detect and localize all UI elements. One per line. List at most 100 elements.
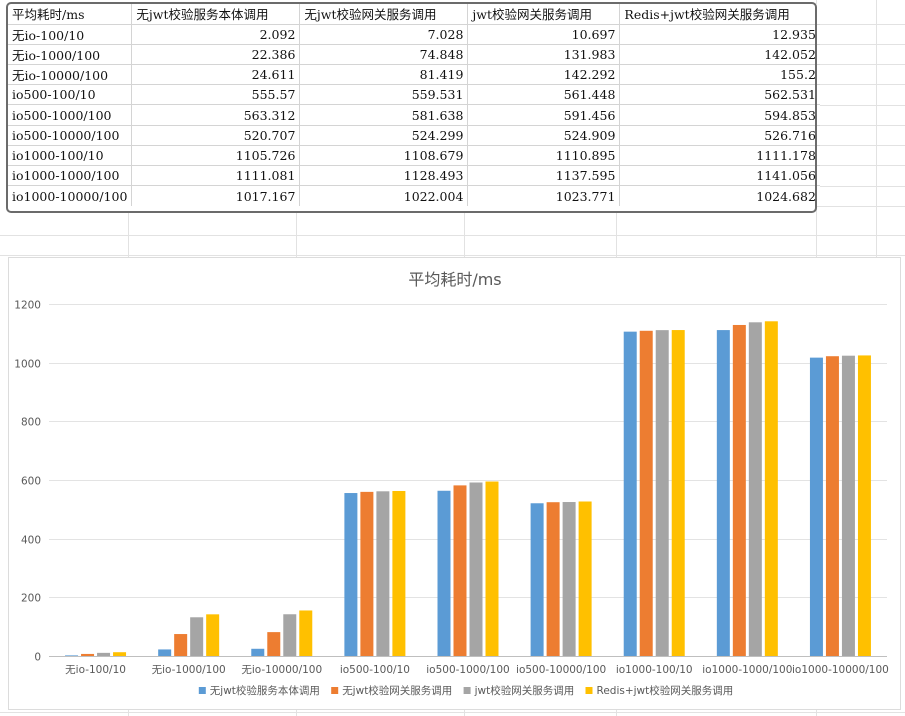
row-label-cell[interactable]: io500-1000/100 bbox=[8, 104, 133, 126]
value-cell[interactable]: 594.853 bbox=[619, 104, 820, 126]
bar[interactable] bbox=[174, 634, 188, 656]
value-cell[interactable]: 524.909 bbox=[467, 125, 621, 146]
table-row: io1000-100/10 1105.726 1108.679 1110.895… bbox=[8, 145, 820, 167]
bar[interactable] bbox=[825, 356, 839, 656]
bar[interactable] bbox=[857, 355, 871, 656]
value-cell[interactable]: 12.935 bbox=[619, 24, 820, 45]
header-cell[interactable]: 平均耗时/ms bbox=[8, 4, 133, 25]
value-cell[interactable]: 559.531 bbox=[299, 84, 469, 106]
legend-swatch bbox=[463, 687, 471, 694]
value-cell[interactable]: 1110.895 bbox=[467, 145, 621, 167]
value-cell[interactable]: 1108.679 bbox=[299, 145, 469, 167]
bar[interactable] bbox=[206, 614, 220, 656]
bar[interactable] bbox=[732, 324, 746, 656]
bar[interactable] bbox=[376, 491, 390, 656]
row-label-cell[interactable]: 无io-1000/100 bbox=[8, 44, 133, 66]
bar[interactable] bbox=[469, 482, 483, 656]
legend-entry[interactable]: 无jwt校验服务本体调用 bbox=[210, 684, 320, 697]
value-cell[interactable]: 131.983 bbox=[467, 44, 621, 66]
row-label-cell[interactable]: io1000-100/10 bbox=[8, 145, 133, 167]
table-row: 无io-10000/100 24.611 81.419 142.292 155.… bbox=[8, 64, 820, 86]
value-cell[interactable]: 2.092 bbox=[131, 24, 301, 45]
value-cell[interactable]: 555.57 bbox=[131, 84, 301, 106]
value-cell[interactable]: 591.456 bbox=[467, 104, 621, 126]
value-cell[interactable]: 142.052 bbox=[619, 44, 820, 66]
row-label-cell[interactable]: io1000-1000/100 bbox=[8, 165, 133, 187]
header-cell[interactable]: Redis+jwt校验网关服务调用 bbox=[619, 4, 820, 25]
value-cell[interactable]: 562.531 bbox=[619, 84, 820, 106]
bar[interactable] bbox=[299, 610, 313, 656]
legend-entry[interactable]: Redis+jwt校验网关服务调用 bbox=[597, 684, 734, 697]
bar[interactable] bbox=[639, 330, 653, 656]
value-cell[interactable]: 563.312 bbox=[131, 104, 301, 126]
row-label-cell[interactable]: 无io-10000/100 bbox=[8, 64, 133, 86]
value-cell[interactable]: 581.638 bbox=[299, 104, 469, 126]
value-cell[interactable]: 7.028 bbox=[299, 24, 469, 45]
bar[interactable] bbox=[283, 614, 297, 656]
bar[interactable] bbox=[392, 490, 406, 656]
value-cell[interactable]: 10.697 bbox=[467, 24, 621, 45]
bar[interactable] bbox=[267, 632, 281, 656]
bar[interactable] bbox=[809, 357, 823, 656]
chart-canvas: 0 200 400 600 800 1000 1200 无io-100/10 无io-1000/… bbox=[14, 270, 889, 697]
y-tick-label: 1200 bbox=[14, 300, 41, 312]
value-cell[interactable]: 155.2 bbox=[619, 64, 820, 86]
bar[interactable] bbox=[578, 501, 592, 656]
value-cell[interactable]: 81.419 bbox=[299, 64, 469, 86]
row-label-cell[interactable]: io1000-10000/100 bbox=[8, 185, 133, 206]
bar[interactable] bbox=[562, 502, 576, 656]
header-cell[interactable]: 无jwt校验网关服务调用 bbox=[299, 4, 469, 25]
value-cell[interactable]: 1105.726 bbox=[131, 145, 301, 167]
value-cell[interactable]: 74.848 bbox=[299, 44, 469, 66]
row-label-cell[interactable]: io500-100/10 bbox=[8, 84, 133, 106]
value-cell[interactable]: 1111.178 bbox=[619, 145, 820, 167]
table-row: io1000-1000/100 1111.081 1128.493 1137.5… bbox=[8, 165, 820, 187]
bar[interactable] bbox=[530, 503, 544, 656]
bar[interactable] bbox=[841, 355, 855, 656]
value-cell[interactable]: 561.448 bbox=[467, 84, 621, 106]
bar[interactable] bbox=[97, 652, 111, 656]
value-cell[interactable]: 1137.595 bbox=[467, 165, 621, 187]
bar[interactable] bbox=[716, 330, 730, 656]
bar[interactable] bbox=[485, 481, 499, 656]
bar[interactable] bbox=[453, 485, 467, 656]
value-cell[interactable]: 1128.493 bbox=[299, 165, 469, 187]
bar[interactable] bbox=[546, 502, 560, 656]
table-row: io1000-10000/100 1017.167 1022.004 1023.… bbox=[8, 185, 820, 206]
bar-chart[interactable]: 0 200 400 600 800 1000 1200 无io-100/10 无io-1000/… bbox=[8, 257, 901, 710]
x-tick-label: 无io-100/10 bbox=[65, 664, 126, 676]
bar[interactable] bbox=[344, 493, 358, 656]
value-cell[interactable]: 1023.771 bbox=[467, 185, 621, 206]
value-cell[interactable]: 24.611 bbox=[131, 64, 301, 86]
bar[interactable] bbox=[437, 490, 451, 656]
value-cell[interactable]: 1024.682 bbox=[756, 188, 816, 204]
value-cell[interactable]: 1111.081 bbox=[131, 165, 301, 187]
value-cell[interactable]: 22.386 bbox=[131, 44, 301, 66]
legend-entry[interactable]: 无jwt校验网关服务调用 bbox=[342, 684, 452, 697]
bar[interactable] bbox=[655, 330, 669, 656]
value-cell[interactable]: 1022.004 bbox=[299, 185, 469, 206]
value-cell[interactable]: 1141.056 bbox=[619, 165, 820, 187]
value-cell[interactable]: 526.716 bbox=[619, 125, 820, 146]
legend-entry[interactable]: jwt校验网关服务调用 bbox=[474, 684, 575, 697]
value-cell[interactable]: 520.707 bbox=[131, 125, 301, 146]
bar[interactable] bbox=[764, 321, 778, 656]
y-tick-label: 200 bbox=[21, 593, 41, 605]
header-cell[interactable]: jwt校验网关服务调用 bbox=[467, 4, 621, 25]
header-cell[interactable]: 无jwt校验服务本体调用 bbox=[131, 4, 301, 25]
bar[interactable] bbox=[113, 652, 127, 656]
row-label-cell[interactable]: 无io-100/10 bbox=[8, 24, 133, 45]
bar[interactable] bbox=[251, 648, 265, 656]
bar[interactable] bbox=[81, 653, 95, 656]
bar[interactable] bbox=[748, 322, 762, 656]
bar[interactable] bbox=[671, 330, 685, 656]
value-cell[interactable]: 524.299 bbox=[299, 125, 469, 146]
value-cell[interactable]: 1017.167 bbox=[131, 185, 301, 206]
bar[interactable] bbox=[623, 331, 637, 656]
bar[interactable] bbox=[158, 649, 172, 656]
bar[interactable] bbox=[65, 655, 79, 656]
row-label-cell[interactable]: io500-10000/100 bbox=[8, 125, 133, 146]
bar[interactable] bbox=[360, 491, 374, 656]
bar[interactable] bbox=[190, 617, 204, 656]
value-cell[interactable]: 142.292 bbox=[467, 64, 621, 86]
